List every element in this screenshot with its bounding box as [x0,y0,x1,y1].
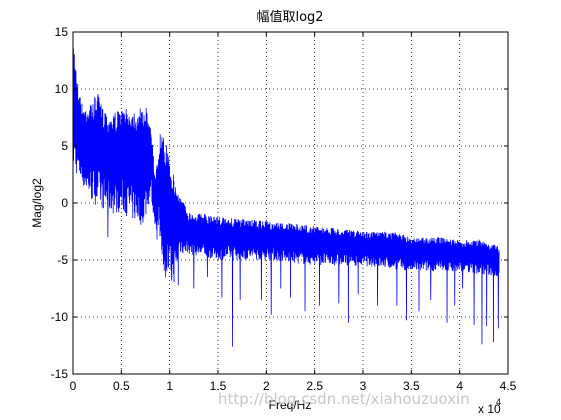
y-tick-label: -5 [57,253,68,267]
series-magnitude-line [73,37,500,347]
x-tick-labels: 0 0.5 1 1.5 2 2.5 3 3.5 4 4.5 [70,379,517,393]
y-tick-label: 5 [61,139,68,153]
axis-ticks [72,31,509,375]
x-tick-label: 0.5 [113,379,130,393]
series-line [73,37,500,347]
y-tick-label: 10 [55,82,69,96]
x-tick-label: 3.5 [403,379,420,393]
x-tick-label: 0 [70,379,77,393]
y-tick-labels: 15 10 5 0 -5 -10 -15 [51,25,69,381]
y-axis-title: Mag/log2 [30,178,44,228]
x-tick-label: 2 [263,379,270,393]
chart-title: 幅值取log2 [256,9,323,25]
y-tick-label: -15 [51,367,69,381]
x-tick-label: 3 [360,379,367,393]
x-tick-label: 1.5 [210,379,227,393]
x-tick-label: 4.5 [500,379,517,393]
x-exponent-power: 4 [496,397,501,407]
y-tick-label: -10 [51,310,69,324]
x-tick-label: 1 [166,379,173,393]
watermark-text: http://blog.csdn.net/xiahouzuoxin [218,390,470,408]
y-tick-label: 0 [61,196,68,210]
x-tick-label: 4 [456,379,463,393]
x-exponent-label: x 10 [478,402,501,416]
x-tick-label: 2.5 [306,379,323,393]
y-tick-label: 15 [55,25,69,39]
x-axis-title: Freq/Hz [269,398,312,412]
